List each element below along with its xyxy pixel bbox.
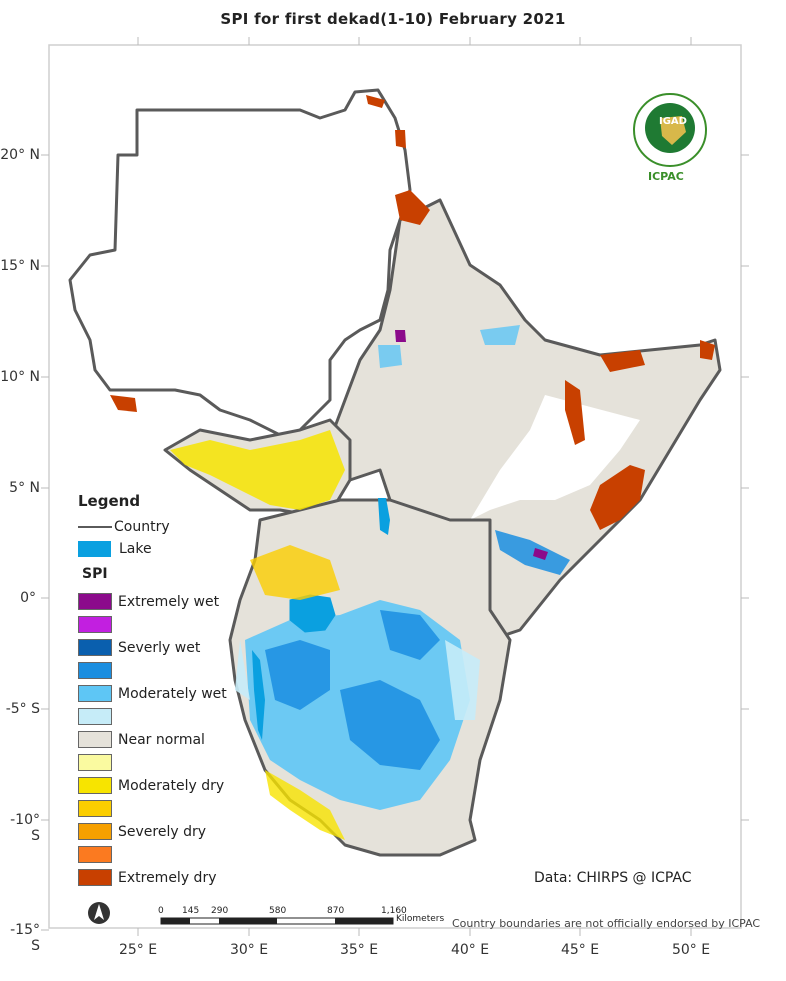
legend: Legend Country Lake SPI Extremely wet Sev… [78,492,248,889]
spi-color-swatch [78,754,112,771]
lon-label-35e: 35° E [339,942,379,958]
spi-class-label: Severely dry [118,823,207,840]
spi-class-list: Extremely wet Severly wet Moderately wet Ne… [78,590,248,889]
scale-tick-0: 0 [158,906,164,916]
data-credit: Data: CHIRPS @ ICPAC [534,870,692,886]
spi-color-swatch [78,731,112,748]
spi-class-label: Moderately wet [118,685,227,702]
extreme-dry-somalia [590,465,645,530]
extreme-dry-sudan-w [110,395,137,412]
lat-label-15s: -15° S [10,922,40,954]
scalebar [160,917,394,925]
extreme-dry-eritrea [395,190,430,225]
lon-label-50e: 50° E [671,942,711,958]
lat-label-10n: 10° N [0,369,40,385]
north-arrow-icon [88,902,110,924]
spi-class-row: Near normal [78,728,248,751]
extreme-dry-sudan-ne [366,95,406,148]
boundary-disclaimer: Country boundaries are not officially en… [452,917,761,930]
spi-class-row: Extremely dry [78,866,248,889]
spi-color-swatch [78,777,112,794]
spi-class-row: Severely dry [78,820,248,843]
country-line-swatch [78,526,112,528]
legend-lake-row: Lake [78,538,248,560]
lat-label-5n: 5° N [9,480,40,496]
map-title: SPI for first dekad(1-10) February 2021 [220,10,566,28]
icpac-logo [633,93,707,167]
scale-unit: Kilometers [396,914,445,924]
dry-belt-south-sudan [170,430,345,510]
spi-color-swatch [78,662,112,679]
extreme-dry-ne-somalia [565,380,585,445]
lake-tanganyika [252,650,265,740]
igad-logo-text: IGAD [659,116,687,127]
spi-class-label: Extremely dry [118,869,217,886]
lat-label-20n: 20° N [0,147,40,163]
spi-class-row: Severly wet [78,636,248,659]
spi-color-swatch [78,685,112,702]
wet-zone-pale [235,640,480,720]
spi-class-label: Extremely wet [118,593,220,610]
spi-class-row: Moderately wet [78,682,248,705]
scale-tick-580: 580 [269,906,287,916]
lake-swatch [78,541,111,557]
lon-label-25e: 25° E [118,942,158,958]
spi-class-label: Moderately dry [118,777,225,794]
spi-class-row [78,705,248,728]
map-frame [48,44,742,929]
spi-class-row: Moderately dry [78,774,248,797]
dry-belt-uganda [250,545,340,600]
lat-label-5s: -5° S [5,701,40,717]
spi-class-label: Severly wet [118,639,201,656]
spi-color-swatch [78,823,112,840]
spi-class-row [78,797,248,820]
extreme-dry-somaliland [600,340,715,372]
lat-label-10s: -10° S [10,812,40,844]
spi-class-row [78,751,248,774]
scale-tick-145: 145 [182,906,200,916]
scale-tick-290: 290 [211,906,229,916]
wet-ethiopia-west [378,325,520,368]
spi-color-swatch [78,869,112,886]
legend-country-label: Country [114,519,170,535]
scale-tick-870: 870 [327,906,345,916]
legend-heading: Legend [78,492,141,510]
icpac-logo-text: ICPAC [648,170,684,183]
dry-belt-tanzania-south [265,770,345,840]
graticule-ticks [41,37,749,936]
legend-country-row: Country [78,516,248,538]
spi-color-swatch [78,593,112,610]
lat-label-0: 0° [20,590,36,606]
lat-label-15n: 15° N [0,258,40,274]
scale-tick-1160: 1,160 [381,906,407,916]
wet-somalia-coast [495,530,570,575]
legend-lake-label: Lake [119,541,152,557]
lon-label-45e: 45° E [560,942,600,958]
spi-class-row: Extremely wet [78,590,248,613]
spi-color-swatch [78,639,112,656]
spi-class-label: Near normal [118,731,205,748]
spi-color-swatch [78,846,112,863]
sudan-region [68,88,412,442]
wet-zone-severe [265,610,440,770]
spi-color-swatch [78,800,112,817]
lon-label-30e: 30° E [229,942,269,958]
spi-class-row [78,659,248,682]
spi-color-swatch [78,616,112,633]
spi-color-swatch [78,708,112,725]
lake-turkana [378,498,390,535]
somalia-nodata [470,395,640,520]
spi-class-row [78,613,248,636]
spi-heading: SPI [82,566,108,582]
spi-class-row [78,843,248,866]
lon-label-40e: 40° E [450,942,490,958]
